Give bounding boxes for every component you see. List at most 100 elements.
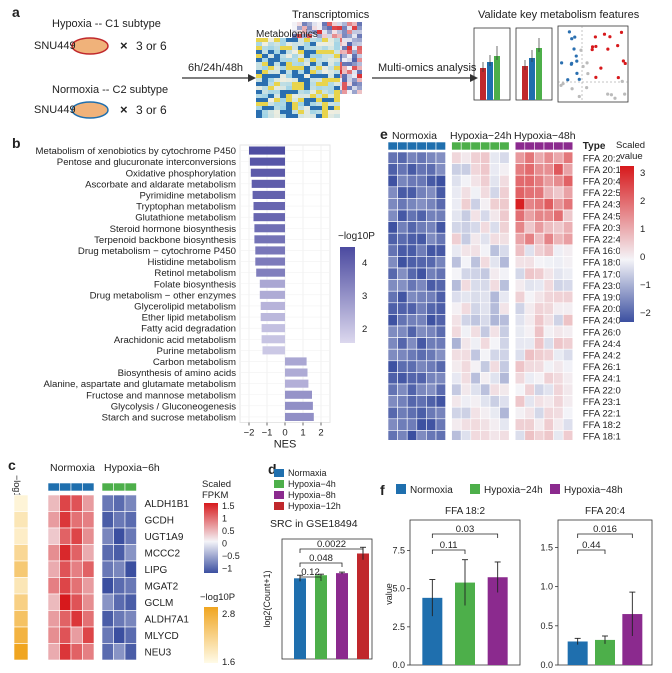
volcano-point — [575, 71, 579, 75]
metabolite-cell — [562, 360, 574, 373]
expression-cell — [101, 544, 114, 562]
metabolite-label: FFA 20:4 — [583, 177, 621, 188]
legend-label: Hypoxia−12h — [288, 501, 341, 511]
nes-bar — [255, 246, 285, 255]
scale-tick-label: 1 — [222, 514, 227, 524]
legend-label: Hypoxia−8h — [288, 490, 336, 500]
metabolomics-cell — [328, 106, 334, 110]
metabolite-label: FFA 26:0 — [583, 327, 621, 338]
metabolite-label: FFA 16:0 — [583, 246, 621, 257]
metabolite-cell — [426, 360, 437, 373]
expression-cell — [124, 577, 137, 595]
expression-cell — [82, 643, 95, 661]
gene-label: MCCC2 — [145, 548, 181, 559]
metabolomics-cell — [256, 94, 262, 98]
pvalue-cell — [13, 494, 29, 512]
metabolite-label: FFA 20:2 — [583, 153, 621, 164]
transcriptomics-cell — [292, 26, 297, 30]
legend-tick-label: 4 — [362, 258, 367, 269]
hypoxia-cell-line: SNU449 — [34, 40, 76, 52]
transcriptomics-cell — [307, 22, 312, 26]
metabolite-cell — [480, 430, 491, 440]
metabolomics-cell — [292, 66, 298, 70]
p-value-label: 0.44 — [582, 540, 601, 551]
metabolomics-cell — [268, 86, 274, 90]
x-axis-label: NES — [274, 439, 297, 451]
pvalue-cell — [13, 626, 29, 644]
metabolomics-cell — [274, 94, 280, 98]
metabolomics-cell — [316, 86, 322, 90]
metabolite-cell — [387, 302, 398, 315]
expression-cell — [82, 610, 95, 628]
metabolite-cell — [426, 256, 437, 269]
metabolite-cell — [534, 267, 545, 280]
metabolomics-cell — [268, 74, 274, 78]
transcriptomics-cell — [332, 30, 337, 34]
metabolite-cell — [387, 430, 398, 440]
expression-cell — [101, 511, 114, 529]
metabolite-cell — [543, 418, 554, 431]
metabolomics-cell — [286, 86, 292, 90]
metabolomics-cell — [256, 62, 262, 66]
expression-cell — [101, 626, 114, 644]
metabolite-cell — [524, 418, 535, 431]
nes-bar — [260, 313, 285, 322]
metabolite-cell — [426, 198, 437, 211]
metabolite-cell — [562, 383, 574, 396]
metabolite-cell — [387, 383, 398, 396]
metabolomics-cell — [316, 78, 322, 82]
metabolite-cell — [489, 163, 500, 176]
metabolomics-cell — [274, 42, 280, 46]
metabolite-cell — [451, 267, 462, 280]
metabolomics-cell — [322, 82, 328, 86]
metabolomics-cell — [304, 54, 310, 58]
legend-swatch — [396, 484, 406, 494]
metabolomics-cell — [256, 50, 262, 54]
metabolite-cell — [397, 279, 408, 292]
metabolite-cell — [562, 337, 574, 350]
scale-tick-label: 3 — [640, 168, 645, 179]
panel-label-a: a — [12, 4, 20, 20]
metabolomics-cell — [280, 50, 286, 54]
metabolite-cell — [543, 406, 554, 420]
transcriptomics-cell — [322, 34, 327, 38]
metabolite-cell — [451, 325, 462, 338]
legend-tick-label: 2 — [362, 324, 367, 335]
metabolite-cell — [416, 209, 427, 222]
legend-swatch — [470, 484, 480, 494]
metabolomics-cell — [280, 66, 286, 70]
transcriptomics-label: Transcriptomics — [292, 9, 370, 21]
metabolite-cell — [426, 209, 437, 222]
metabolite-cell — [514, 198, 526, 211]
expression-cell — [113, 610, 126, 628]
metabolomics-cell — [310, 90, 316, 94]
metabolite-cell — [451, 430, 462, 440]
pvalue-cell — [13, 527, 29, 545]
scale-tick-label: −1 — [640, 280, 651, 291]
metabolite-cell — [514, 221, 526, 234]
metabolomics-cell — [262, 46, 268, 50]
metabolite-cell — [489, 198, 500, 211]
metabolite-cell — [514, 151, 526, 164]
transcriptomics-cell — [347, 30, 352, 34]
transcriptomics-cell — [357, 58, 362, 62]
transcriptomics-cell — [327, 22, 332, 26]
nes-bar — [259, 279, 285, 288]
metabolite-cell — [480, 302, 491, 315]
expression-cell — [124, 643, 137, 661]
pathway-label: Drug metabolism − other enzymes — [90, 290, 237, 301]
volcano-point — [599, 66, 603, 70]
gene-expression-heatmap: −log10P Normoxia Hypoxia−6h ALDH1B1 GCDH UGT1… — [12, 462, 240, 668]
metabolite-cell — [514, 406, 526, 420]
metabolite-cell — [514, 186, 526, 199]
metabolite-cell — [480, 186, 491, 199]
metabolite-cell — [480, 395, 491, 408]
metabolomics-cell — [310, 110, 316, 114]
group-label-hypoxia-48h: Hypoxia−48h — [514, 130, 576, 142]
volcano-point — [616, 75, 620, 80]
scale-tick-label: 1 — [640, 224, 645, 235]
metabolite-cell — [470, 174, 481, 188]
metabolite-cell — [416, 360, 427, 373]
metabolite-cell — [524, 348, 535, 362]
metabolite-label: FFA 23:1 — [583, 397, 621, 408]
